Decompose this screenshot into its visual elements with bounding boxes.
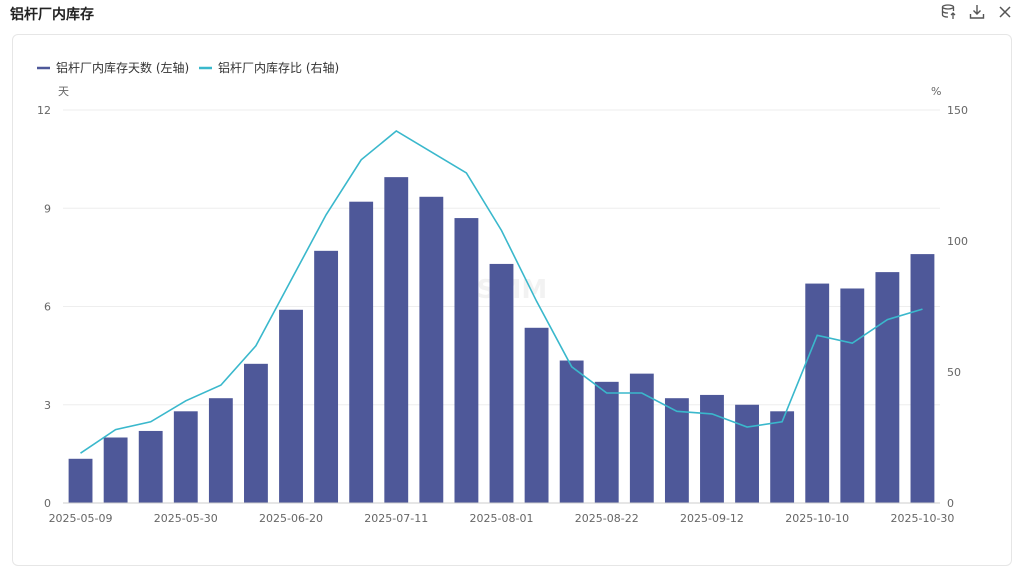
y-right-tick-label: 100 [947, 235, 968, 248]
y-right-unit: % [931, 85, 941, 98]
bar[interactable] [209, 398, 233, 503]
bar[interactable] [490, 264, 514, 503]
bar[interactable] [911, 254, 935, 503]
bar[interactable] [700, 395, 724, 503]
x-tick-label: 2025-08-01 [470, 512, 534, 525]
x-tick-label: 2025-05-09 [49, 512, 113, 525]
bar[interactable] [595, 382, 619, 503]
bar[interactable] [805, 284, 829, 503]
x-tick-label: 2025-10-30 [890, 512, 954, 525]
bar[interactable] [279, 310, 303, 503]
bar[interactable] [349, 202, 373, 503]
y-left-tick-label: 3 [44, 399, 51, 412]
x-axis: 2025-05-09 2025-05-30 2025-06-20 2025-07-11… [49, 503, 955, 525]
bar[interactable] [735, 405, 759, 503]
x-tick-label: 2025-09-12 [680, 512, 744, 525]
legend-label-bar: 铝杆厂内库存天数 (左轴) [56, 60, 189, 75]
legend-item-bar[interactable]: 铝杆厂内库存天数 (左轴) [37, 60, 189, 75]
x-tick-label: 2025-05-30 [154, 512, 218, 525]
y-right-tick-label: 150 [947, 104, 968, 117]
bar[interactable] [770, 411, 794, 503]
y-axis-right: 0 50 100 150 [947, 104, 968, 510]
bar[interactable] [875, 272, 899, 503]
bar[interactable] [665, 398, 689, 503]
bar[interactable] [104, 438, 128, 504]
y-left-tick-label: 12 [37, 104, 51, 117]
bar[interactable] [69, 459, 93, 503]
legend: 铝杆厂内库存天数 (左轴) 铝杆厂内库存比 (右轴) [37, 60, 339, 75]
bar[interactable] [419, 197, 443, 503]
y-left-tick-label: 0 [44, 497, 51, 510]
x-tick-label: 2025-07-11 [364, 512, 428, 525]
y-right-tick-label: 0 [947, 497, 954, 510]
bar-series [69, 177, 935, 503]
bar[interactable] [139, 431, 163, 503]
y-axis-left: 0 3 6 9 12 [37, 104, 51, 510]
legend-item-line[interactable]: 铝杆厂内库存比 (右轴) [199, 60, 339, 75]
bar[interactable] [244, 364, 268, 503]
x-tick-label: 2025-08-22 [575, 512, 639, 525]
x-tick-label: 2025-10-10 [785, 512, 849, 525]
bar[interactable] [454, 218, 478, 503]
y-left-tick-label: 9 [44, 202, 51, 215]
y-left-tick-label: 6 [44, 301, 51, 314]
bar[interactable] [840, 288, 864, 503]
legend-label-line: 铝杆厂内库存比 (右轴) [218, 60, 339, 75]
bar[interactable] [174, 411, 198, 503]
y-left-unit: 天 [58, 85, 69, 98]
bar[interactable] [560, 361, 584, 503]
bar[interactable] [314, 251, 338, 503]
x-tick-label: 2025-06-20 [259, 512, 323, 525]
bar[interactable] [384, 177, 408, 503]
y-right-tick-label: 50 [947, 366, 961, 379]
bar[interactable] [525, 328, 549, 503]
